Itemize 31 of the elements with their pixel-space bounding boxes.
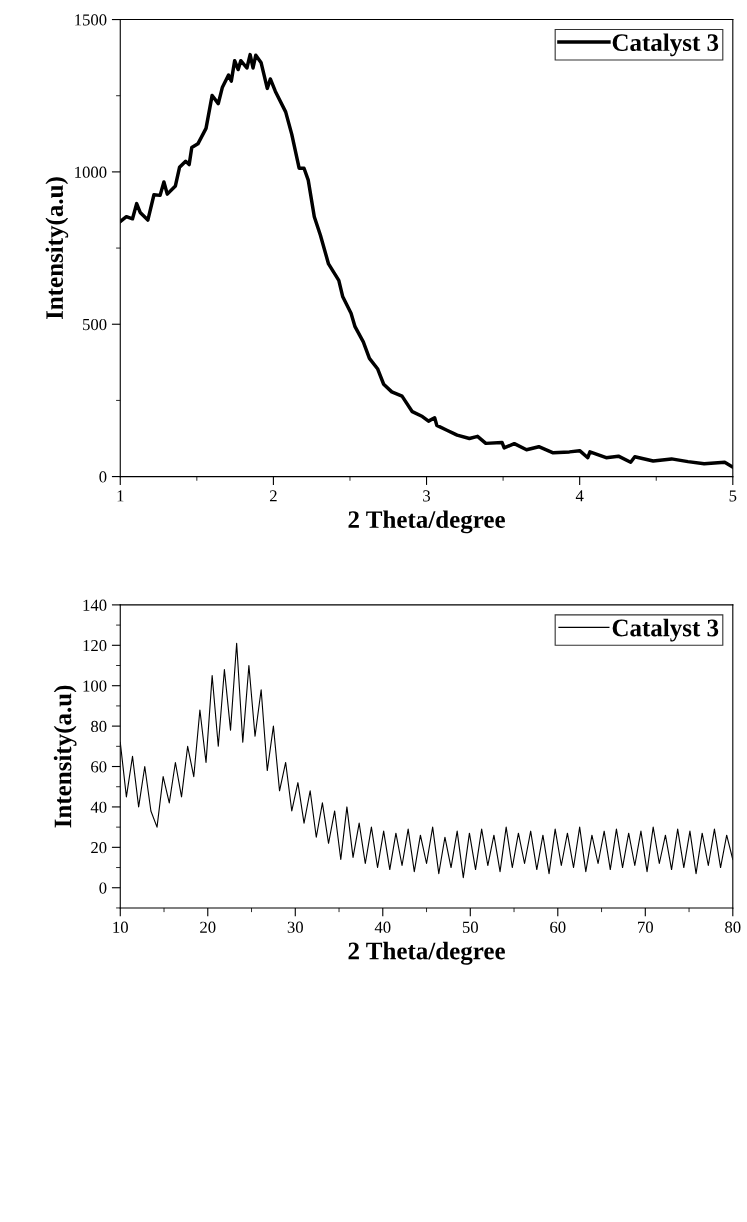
y-tick-label: 0 — [99, 882, 107, 894]
x-axis-title: 2 Theta/degree — [348, 510, 505, 534]
y-tick-label: 80 — [91, 720, 107, 733]
y-axis-title: Intensity(a.u) — [45, 177, 69, 320]
y-axis-title: Intensity(a.u) — [53, 685, 77, 828]
y-tick-label: 500 — [83, 318, 107, 331]
x-tick-label: 3 — [423, 490, 431, 502]
x-tick-label: 20 — [200, 921, 216, 933]
x-tick-label: 1 — [117, 490, 124, 502]
legend-label: Catalyst 3 — [612, 618, 719, 642]
x-axis-title: 2 Theta/degree — [348, 941, 505, 965]
x-tick-label: 70 — [638, 921, 653, 933]
x-tick-label: 5 — [729, 490, 737, 502]
y-tick-label: 40 — [90, 801, 107, 813]
x-tick-label: 50 — [462, 921, 478, 933]
y-tick-label: 20 — [91, 842, 107, 854]
x-tick-label: 60 — [550, 921, 566, 933]
y-tick-label: 140 — [83, 599, 107, 611]
x-tick-label: 2 — [269, 490, 277, 502]
y-tick-label: 100 — [83, 680, 107, 692]
x-tick-label: 40 — [374, 921, 391, 933]
x-tick-label: 80 — [725, 921, 741, 933]
y-tick-label: 0 — [99, 471, 107, 483]
y-tick-label: 1000 — [75, 166, 107, 178]
legend-label: Catalyst 3 — [612, 33, 719, 57]
x-tick-label: 30 — [287, 921, 303, 933]
y-tick-label: 60 — [91, 761, 107, 773]
y-tick-label: 120 — [83, 640, 107, 652]
y-tick-label: 1500 — [75, 14, 107, 26]
x-tick-label: 4 — [575, 490, 584, 502]
x-tick-label: 10 — [113, 921, 128, 933]
